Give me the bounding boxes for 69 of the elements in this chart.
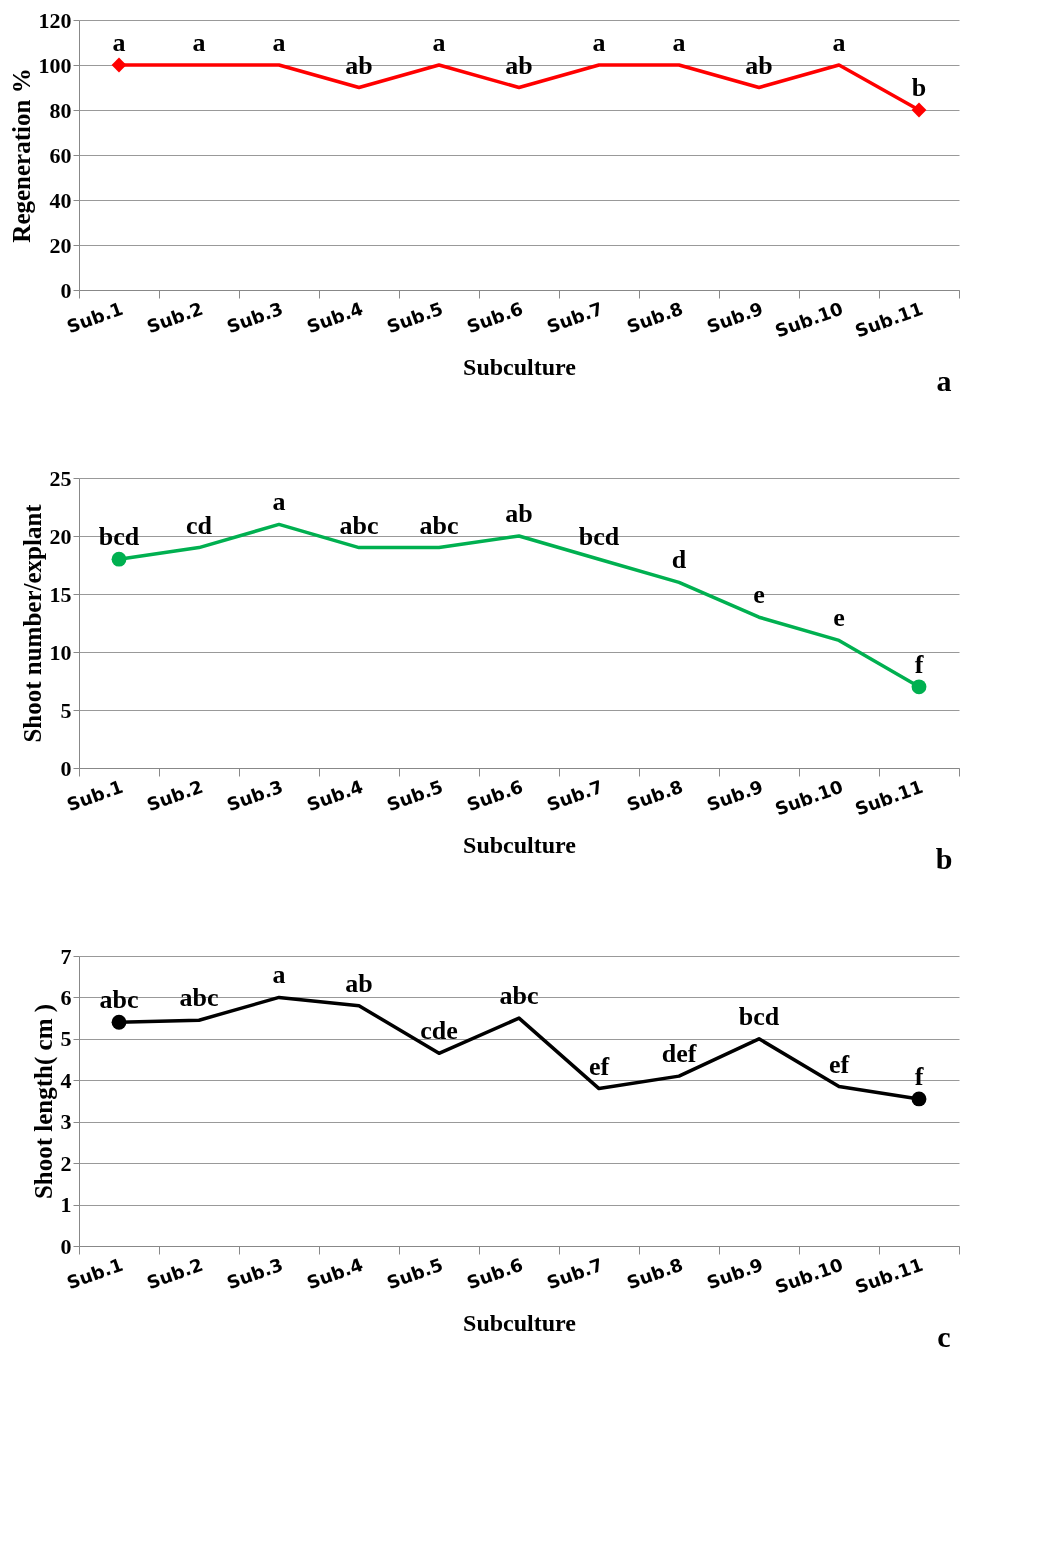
y-tick-label: 1 [60,1192,72,1218]
data-label: def [661,1039,697,1069]
data-label: ef [828,1049,850,1079]
x-tick-label: Sub.2 [143,1253,206,1294]
x-tick-label: Sub.9 [703,775,766,816]
data-label: e [833,603,845,633]
data-label: bcd [578,522,620,552]
data-label: d [671,545,687,575]
data-label: a [272,487,286,517]
data-label: a [672,28,686,57]
y-tick-label: 40 [49,187,72,213]
x-axis-title: Subculture [463,353,577,380]
data-label: b [911,73,927,102]
data-label: cd [186,510,213,540]
x-tick-label: Sub.3 [223,775,286,816]
data-label: a [272,960,286,990]
data-label: abc [419,510,459,540]
data-label: abc [339,510,379,540]
y-tick-label: 10 [49,639,72,665]
data-label: a [432,28,446,57]
x-tick-label: Sub.3 [223,1253,286,1294]
y-tick-label: 60 [49,142,72,168]
data-label: ab [505,50,533,80]
y-tick-label: 7 [60,943,72,969]
y-tick-label: 20 [49,232,72,258]
data-label: e [753,580,765,610]
data-label: a [112,28,126,57]
data-label: f [914,1061,924,1091]
y-tick-label: 100 [38,52,72,78]
data-label: bcd [98,522,140,552]
x-tick-label: Sub.2 [143,297,206,338]
data-label: bcd [738,1001,780,1031]
x-axis-title: Subculture [463,831,577,858]
text: c [937,1320,951,1353]
data-label: a [272,28,286,57]
x-tick-label: Sub.2 [143,775,206,816]
text: a [936,364,952,397]
y-tick-label: 6 [60,984,72,1010]
y-tick-label: 20 [49,523,72,549]
data-label: ab [745,50,773,80]
x-axis-title: Subculture [463,1309,577,1336]
data-label: a [832,28,846,57]
y-axis-title: Shoot number/explant [18,503,46,743]
x-tick-label: Sub.9 [703,297,766,338]
data-label: ab [505,499,533,528]
y-tick-label: 80 [49,97,72,123]
data-label: cde [420,1016,458,1046]
x-tick-label: Sub.9 [703,1253,766,1294]
data-label: a [192,28,206,57]
data-label: ef [588,1051,610,1081]
data-label: abc [99,985,139,1015]
x-tick-label: Sub.3 [223,297,286,338]
y-tick-label: 5 [60,1026,72,1052]
y-tick-label: 120 [38,7,72,33]
y-tick-label: 3 [60,1109,72,1135]
y-tick-label: 5 [60,697,72,723]
y-tick-label: 4 [60,1067,72,1093]
y-tick-label: 15 [49,581,72,607]
data-label: a [592,28,606,57]
data-label: ab [345,968,373,998]
text: b [935,842,953,875]
y-tick-label: 25 [49,465,72,491]
y-axis-title: Shoot length( cm ) [29,1003,58,1200]
data-label: abc [499,981,539,1011]
data-label: abc [179,983,219,1013]
data-label: f [914,649,924,679]
data-label: ab [345,50,373,80]
y-tick-label: 2 [60,1150,72,1176]
y-axis-title: Regeneration % [7,68,35,243]
